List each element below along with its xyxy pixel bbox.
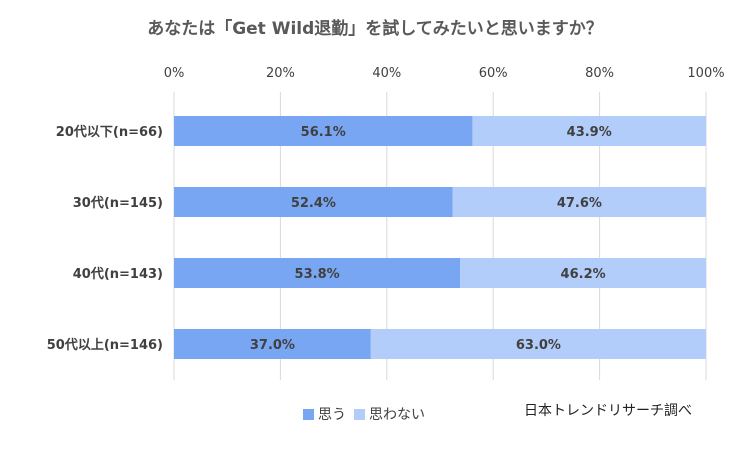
- bar-segment: [460, 258, 706, 288]
- x-tick-label: 40%: [372, 66, 401, 81]
- bars: [174, 116, 706, 359]
- chart-title: あなたは「Get Wild退勤」を試してみたいと思いますか？: [147, 19, 603, 39]
- category-label: 30代(n=145): [73, 195, 163, 211]
- legend-swatch-agree: [303, 408, 314, 420]
- x-tick-label: 100%: [687, 66, 724, 81]
- bar-segment: [174, 187, 453, 217]
- legend-item-agree: 思う: [303, 404, 346, 424]
- legend-item-disagree: 思わない: [354, 404, 425, 424]
- bar-segment: [370, 329, 706, 359]
- chart-plot: 0% 20% 40% 60% 80% 100% 20代以下(n=66) 30代(n=145)…: [47, 66, 725, 380]
- x-tick-label: 20%: [266, 66, 295, 81]
- x-tick-label: 80%: [585, 66, 614, 81]
- bar-segment: [452, 187, 706, 217]
- data-labels: 56.1% 43.9% 52.4% 47.6% 53.8% 46.2% 37.0% 63.0%: [250, 125, 612, 353]
- x-tick-label: 0%: [164, 66, 185, 81]
- data-label: 52.4%: [291, 196, 336, 211]
- data-label: 43.9%: [567, 125, 612, 140]
- category-label: 40代(n=143): [73, 266, 163, 282]
- bar-segment: [174, 329, 371, 359]
- data-label: 37.0%: [250, 338, 295, 353]
- bar-segment: [472, 116, 706, 146]
- legend: 思う 思わない: [303, 404, 433, 424]
- data-label: 56.1%: [301, 125, 346, 140]
- legend-swatch-disagree: [354, 408, 365, 420]
- data-label: 63.0%: [516, 338, 561, 353]
- source-note: 日本トレンドリサーチ調べ: [524, 403, 692, 419]
- x-tick-label: 60%: [479, 66, 508, 81]
- bar-segment: [174, 116, 473, 146]
- data-label: 46.2%: [561, 267, 606, 282]
- x-tick-labels: 0% 20% 40% 60% 80% 100%: [164, 66, 725, 81]
- legend-label-agree: 思う: [318, 407, 346, 423]
- category-label: 20代以下(n=66): [56, 124, 163, 140]
- legend-label-disagree: 思わない: [369, 407, 425, 423]
- data-label: 47.6%: [557, 196, 602, 211]
- category-label: 50代以上(n=146): [47, 337, 163, 353]
- data-label: 53.8%: [295, 267, 340, 282]
- category-labels: 20代以下(n=66) 30代(n=145) 40代(n=143) 50代以上(n=1…: [47, 124, 163, 353]
- bar-segment: [174, 258, 461, 288]
